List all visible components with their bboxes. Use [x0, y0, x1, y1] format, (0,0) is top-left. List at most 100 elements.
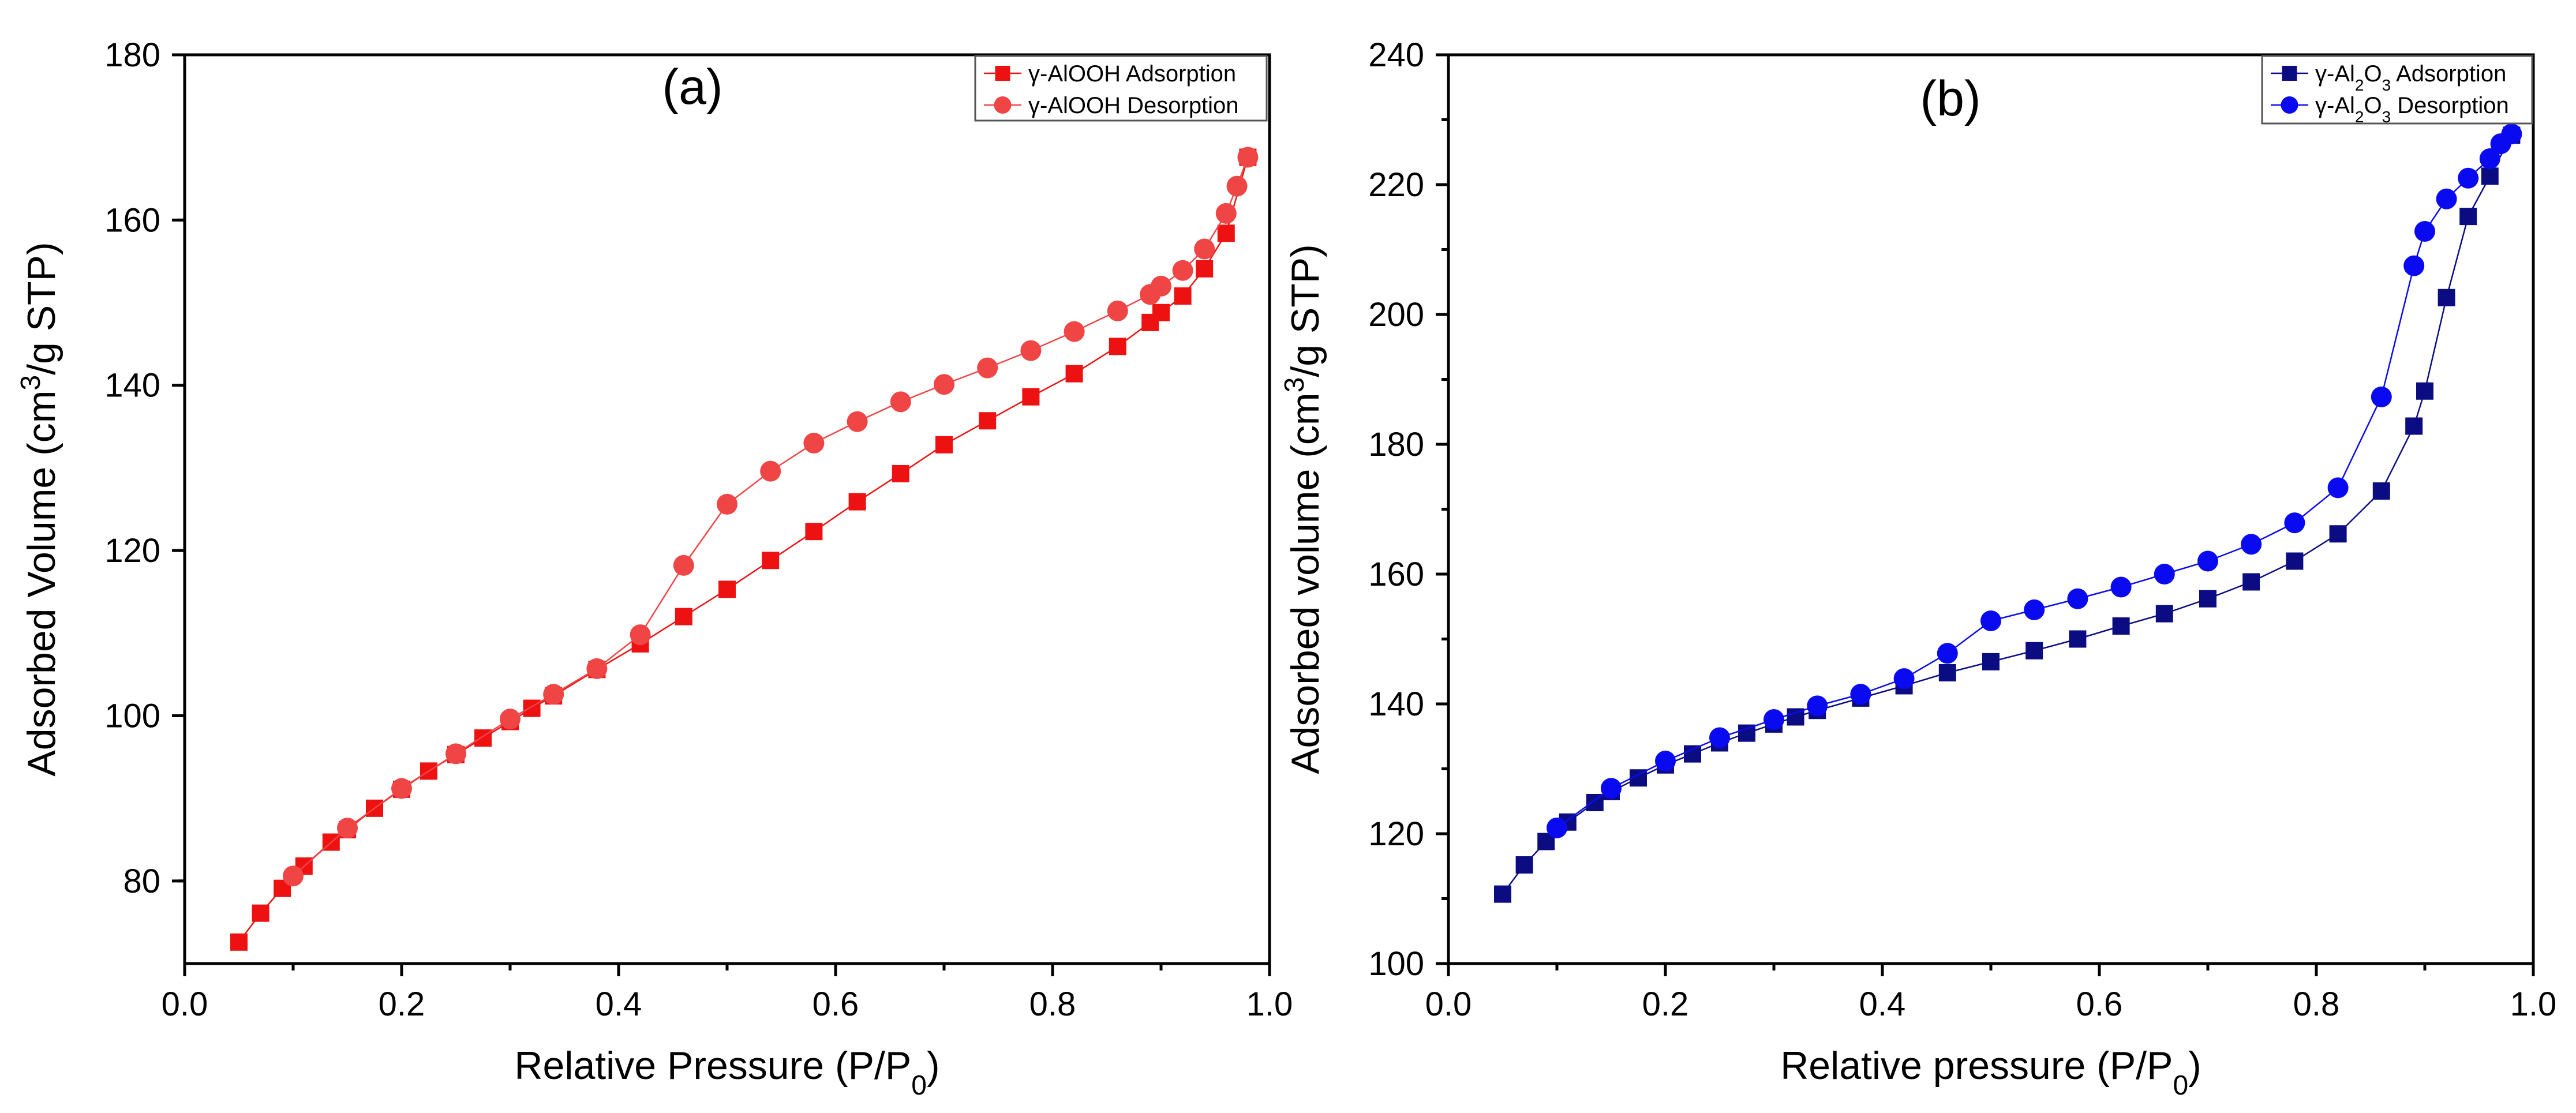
y-tick-label: 140	[1368, 685, 1424, 723]
data-point-circle	[337, 818, 358, 839]
data-point-circle	[1601, 778, 1622, 799]
y-tick-label: 140	[104, 367, 160, 404]
x-axis-title-end: )	[927, 1044, 940, 1088]
data-point-square	[805, 523, 823, 541]
plot-frame	[1447, 53, 2535, 965]
data-point-circle	[847, 411, 868, 432]
data-point-circle	[2284, 512, 2305, 534]
data-point-circle	[2479, 148, 2500, 169]
data-point-square	[523, 699, 541, 717]
y-tick-label: 100	[104, 697, 160, 734]
data-point-square	[1152, 303, 1170, 321]
data-point-square	[2416, 382, 2433, 400]
data-point-square	[892, 464, 909, 482]
y-tick-label: 180	[1368, 426, 1424, 463]
data-point-circle	[1140, 284, 1161, 305]
data-point-circle	[2327, 477, 2349, 499]
x-tick-label: 0.6	[2076, 985, 2123, 1023]
data-point-square	[1684, 745, 1701, 763]
y-tick-label: 120	[1368, 815, 1424, 853]
legend-label-part: γ-AlOOH Desorption	[1028, 93, 1239, 118]
data-point-square	[1982, 653, 2000, 670]
y-tick-label: 100	[1368, 945, 1424, 983]
legend-label-part: γ-Al	[2315, 61, 2355, 87]
series-desorption	[283, 147, 1259, 887]
data-point-circle	[1226, 175, 1248, 197]
x-tick-label: 0.0	[1425, 985, 1472, 1023]
legend-label-sub: 2	[2355, 76, 2364, 94]
x-tick-label: 0.4	[596, 985, 642, 1023]
legend-marker-square	[2282, 66, 2297, 81]
data-point-square	[2199, 590, 2216, 608]
data-point-circle	[977, 357, 998, 379]
data-point-square	[718, 580, 736, 598]
data-point-circle	[1237, 147, 1259, 168]
data-point-square	[230, 933, 248, 951]
data-point-square	[1196, 260, 1214, 278]
series-line	[238, 157, 1249, 943]
data-point-circle	[1547, 817, 1567, 838]
data-point-circle	[1215, 203, 1237, 224]
y-tick-label: 220	[1368, 166, 1424, 204]
x-tick-label: 0.6	[813, 985, 859, 1023]
data-point-square	[1938, 664, 1956, 681]
x-tick-label: 0.2	[379, 985, 425, 1023]
data-point-circle	[2436, 188, 2457, 209]
data-point-circle	[890, 391, 911, 413]
data-point-square	[1065, 365, 1083, 383]
data-point-circle	[543, 684, 564, 705]
data-point-circle	[1937, 643, 1958, 664]
y-axis-title-end: /g STP)	[1283, 244, 1327, 377]
x-tick-label: 0.2	[1642, 985, 1689, 1023]
legend-box	[2261, 55, 2533, 125]
legend-label-sub: 3	[2382, 108, 2391, 126]
x-tick-label: 1.0	[2510, 985, 2557, 1023]
series-line	[1502, 134, 2513, 895]
data-point-circle	[1107, 300, 1128, 321]
y-axis-title: Adsorbed Volume (cm3/g STP)	[16, 242, 64, 776]
data-point-square	[979, 412, 997, 430]
data-point-circle	[283, 865, 304, 887]
legend-label-part: γ-Al	[2315, 93, 2355, 118]
y-axis-title-main: Adsorbed Volume (cm	[20, 391, 63, 777]
legend-label-sub: 3	[2382, 76, 2391, 94]
data-point-square	[2286, 552, 2304, 570]
data-point-circle	[2154, 564, 2175, 584]
x-tick-label: 0.4	[1859, 985, 1906, 1023]
legend-label: γ-AlOOH Desorption	[1028, 93, 1239, 118]
y-axis-title-sup: 3	[1279, 377, 1310, 393]
legend-label: γ-Al2O3 Desorption	[2315, 93, 2509, 126]
legend-marker-square	[995, 66, 1010, 81]
y-tick-label: 160	[104, 201, 160, 239]
y-tick-label: 160	[1368, 556, 1424, 593]
data-point-circle	[2458, 167, 2479, 189]
data-point-circle	[1020, 340, 1042, 361]
panel-label: (b)	[1920, 71, 1980, 126]
legend-marker-circle	[994, 96, 1012, 114]
y-axis-title-end: /g STP)	[20, 242, 63, 375]
data-point-square	[252, 904, 269, 922]
data-point-circle	[673, 554, 694, 576]
data-point-circle	[391, 778, 412, 799]
series-line	[1556, 133, 2513, 829]
data-point-circle	[717, 493, 737, 515]
data-point-circle	[1194, 238, 1215, 260]
x-axis-title-main: Relative pressure (P/P	[1780, 1044, 2173, 1088]
data-point-circle	[2067, 588, 2088, 609]
x-axis-title: Relative pressure (P/P0)	[1780, 1044, 2201, 1101]
x-axis-title-sub: 0	[911, 1070, 927, 1101]
legend-label-part: O	[2364, 93, 2382, 118]
data-point-square	[2438, 288, 2455, 306]
data-point-circle	[1850, 684, 1871, 705]
data-point-square	[1217, 224, 1235, 242]
y-tick-label: 240	[1368, 36, 1424, 74]
data-point-circle	[500, 709, 521, 730]
data-point-circle	[2241, 534, 2262, 555]
x-axis-title-sub: 0	[2173, 1070, 2188, 1101]
y-axis-title: Adsorbed volume (cm3/g STP)	[1279, 244, 1328, 774]
data-point-circle	[1709, 727, 1730, 748]
data-point-square	[1515, 856, 1533, 874]
data-point-circle	[445, 743, 466, 765]
legend: γ-AlOOH Adsorption γ-AlOOH Desorption	[974, 55, 1268, 122]
